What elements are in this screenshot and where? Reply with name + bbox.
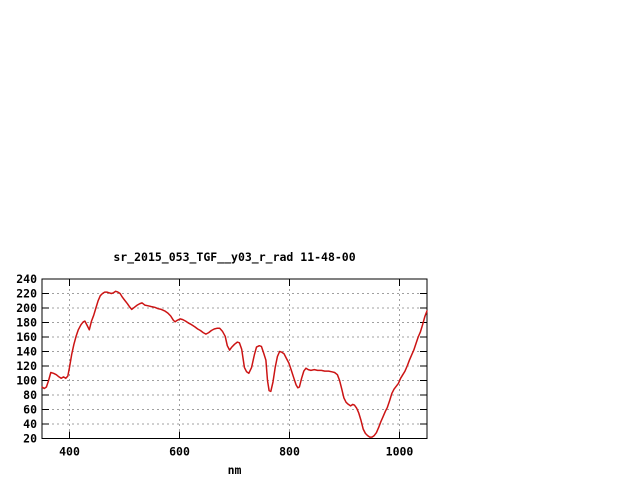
y-tick-label: 100	[16, 374, 37, 388]
spectrum-curve	[41, 290, 428, 438]
y-tick-label: 240	[16, 272, 37, 286]
y-tick-label: 40	[23, 417, 37, 431]
y-tick-label: 160	[16, 330, 37, 344]
y-tick-label: 80	[23, 388, 37, 402]
gridlines	[42, 279, 427, 439]
x-tick-label: 600	[169, 445, 190, 459]
x-tick-label: 800	[279, 445, 300, 459]
x-axis-label: nm	[228, 463, 242, 477]
x-tick-label: 1000	[386, 445, 414, 459]
y-tick-label: 60	[23, 403, 37, 417]
plot-border	[41, 278, 428, 439]
y-tick-label: 180	[16, 316, 37, 330]
y-tick-label: 20	[23, 432, 37, 446]
y-tick-label: 120	[16, 359, 37, 373]
y-tick-label: 200	[16, 301, 37, 315]
x-tick-label: 400	[59, 445, 80, 459]
y-tick-label: 220	[16, 287, 37, 301]
axis-ticks	[42, 278, 427, 439]
chart-title: sr_2015_053_TGF__y03_r_rad 11-48-00	[113, 250, 355, 265]
y-tick-label: 140	[16, 345, 37, 359]
